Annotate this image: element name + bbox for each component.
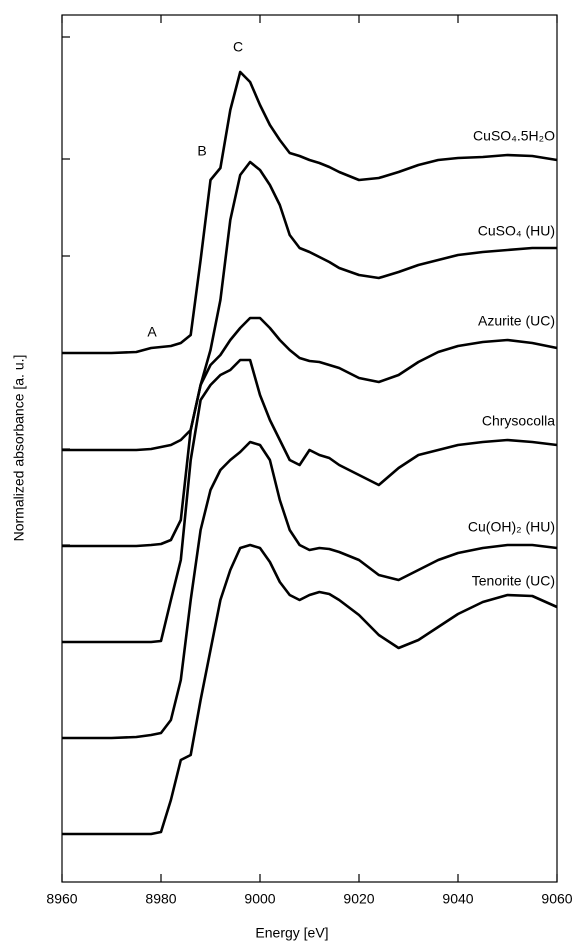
x-axis-label: Energy [eV] — [255, 925, 328, 941]
x-tick-label: 9000 — [244, 891, 275, 907]
series-label: CuSO₄ (HU) — [478, 223, 555, 239]
spectrum-line — [62, 160, 557, 452]
series-label: CuSO₄.5H₂O — [473, 128, 555, 144]
plot-frame — [61, 14, 558, 883]
y-axis-label: Normalized absorbance [a. u.] — [11, 355, 27, 542]
spectrum-line — [62, 440, 558, 740]
series-label: Chrysocolla — [482, 413, 555, 429]
series-label: Tenorite (UC) — [472, 573, 555, 589]
series-label: Azurite (UC) — [478, 313, 555, 329]
x-tick-label: 8980 — [145, 891, 176, 907]
spectrum-line — [62, 543, 558, 836]
spectrum-line — [62, 316, 558, 548]
spectrum-line — [62, 70, 558, 355]
series-label: Cu(OH)₂ (HU) — [468, 519, 555, 535]
annotation: B — [197, 143, 206, 159]
x-tick-label: 9060 — [541, 891, 572, 907]
spectrum-line — [62, 358, 558, 644]
annotation: A — [147, 324, 157, 340]
x-tick-label: 9020 — [343, 891, 374, 907]
annotation: C — [233, 39, 243, 55]
x-tick-label: 8960 — [46, 891, 77, 907]
x-tick-label: 9040 — [442, 891, 473, 907]
